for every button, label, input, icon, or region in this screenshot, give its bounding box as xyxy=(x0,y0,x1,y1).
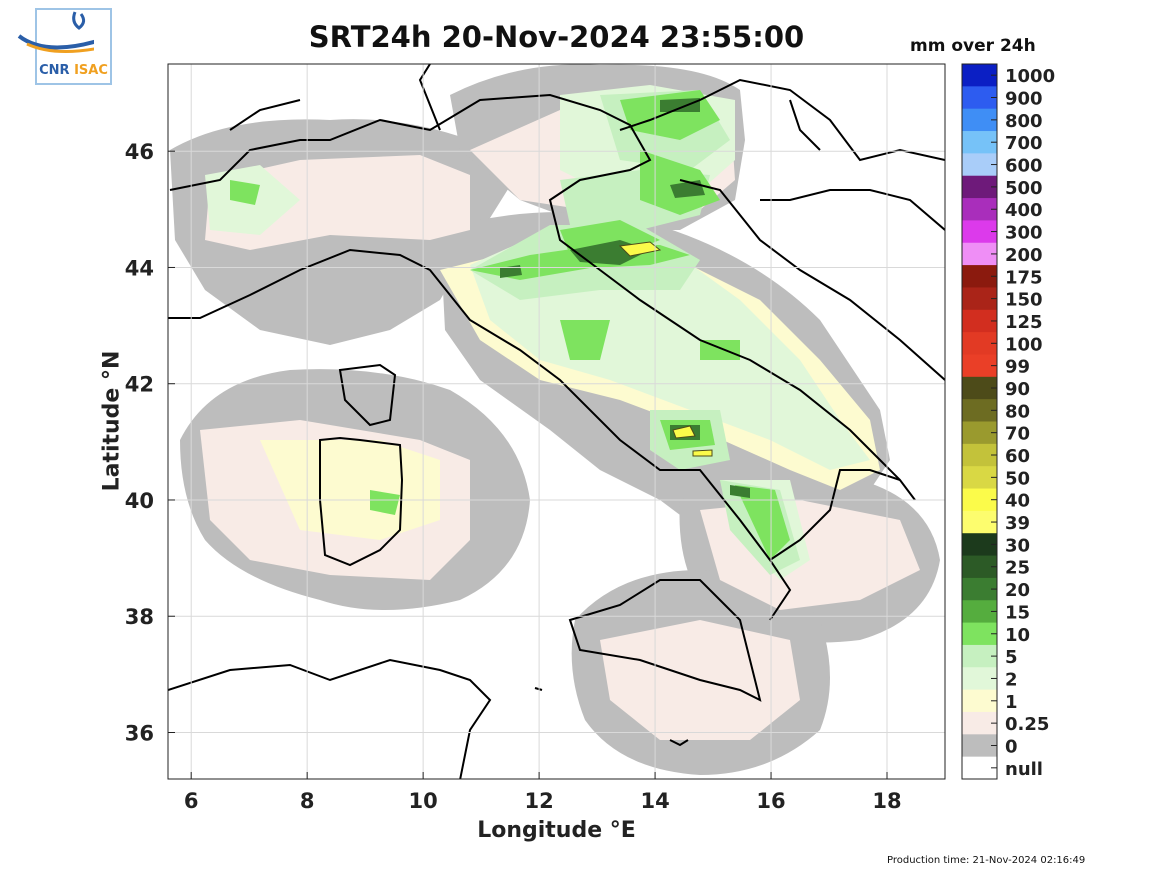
precip-40mm xyxy=(618,241,713,457)
colorbar-label: 50 xyxy=(1005,468,1030,489)
colorbar-label: 300 xyxy=(1005,223,1043,244)
colorbar-label: 70 xyxy=(1005,424,1030,445)
colorbar-swatch xyxy=(962,354,997,378)
colorbar-label: 10 xyxy=(1005,625,1030,646)
colorbar-label: 80 xyxy=(1005,401,1030,422)
colorbar-label: 150 xyxy=(1005,290,1043,311)
y-axis-ticks: 36 38 40 42 44 46 xyxy=(125,140,175,745)
map-title: SRT24h 20-Nov-2024 23:55:00 xyxy=(308,20,805,54)
colorbar-label: 99 xyxy=(1005,357,1030,378)
colorbar-swatch xyxy=(962,265,997,288)
colorbar-swatch xyxy=(962,376,997,400)
colorbar-swatch xyxy=(962,64,997,87)
colorbar-label: 1 xyxy=(1005,692,1018,713)
colorbar-swatch xyxy=(962,131,997,154)
colorbar-frame xyxy=(961,63,998,780)
colorbar-swatch xyxy=(962,644,997,668)
colorbar-label: 39 xyxy=(1005,513,1030,534)
colorbar-swatch xyxy=(962,667,997,691)
production-time: Production time: 21-Nov-2024 02:16:49 xyxy=(887,855,1086,866)
colorbar-swatch xyxy=(962,421,997,445)
colorbar-swatch xyxy=(962,86,997,110)
x-tick-label: 6 xyxy=(184,789,199,813)
colorbar-swatch xyxy=(962,510,997,534)
colorbar-swatch xyxy=(962,220,997,244)
colorbar-swatch xyxy=(962,622,997,646)
logo-text: CNR ISAC xyxy=(37,63,110,78)
colorbar-label: 200 xyxy=(1005,245,1043,266)
y-axis-label: Latitude °N xyxy=(99,350,125,492)
colorbar-swatch xyxy=(962,242,997,266)
colorbar-label: 25 xyxy=(1005,558,1030,579)
colorbar-swatch xyxy=(962,488,997,512)
colorbar-label: 2 xyxy=(1005,669,1018,690)
colorbar-swatch xyxy=(962,399,997,422)
colorbar-label: 125 xyxy=(1005,312,1043,333)
colorbar-label: 30 xyxy=(1005,535,1030,556)
x-tick-label: 12 xyxy=(524,789,553,813)
colorbar-swatch xyxy=(962,175,997,199)
logo-cnr: CNR xyxy=(39,63,70,78)
colorbar-label: 100 xyxy=(1005,334,1043,355)
colorbar-swatch xyxy=(962,577,997,601)
colorbar-label: 90 xyxy=(1005,379,1030,400)
colorbar-label: 600 xyxy=(1005,156,1043,177)
plot-frame xyxy=(167,63,946,780)
colorbar-label: 40 xyxy=(1005,491,1030,512)
y-tick-label: 44 xyxy=(125,256,154,280)
colorbar-title: mm over 24h xyxy=(910,36,1036,56)
logo-swoosh-icon xyxy=(17,11,94,53)
colorbar-swatch xyxy=(962,600,997,624)
colorbar-label: 0 xyxy=(1005,736,1018,757)
colorbar-label: 700 xyxy=(1005,133,1043,154)
colorbar-swatch xyxy=(962,287,997,311)
colorbar-label: 5 xyxy=(1005,647,1018,668)
x-axis-ticks: 6 8 10 12 14 16 18 xyxy=(184,772,902,813)
y-tick-label: 36 xyxy=(125,721,154,745)
colorbar-swatch xyxy=(962,153,997,177)
colorbar-swatch xyxy=(962,711,997,735)
colorbar-label: 500 xyxy=(1005,178,1043,199)
y-tick-label: 38 xyxy=(125,605,154,629)
colorbar-swatch xyxy=(962,108,997,132)
colorbar-label: 15 xyxy=(1005,602,1030,623)
x-tick-label: 8 xyxy=(300,789,315,813)
colorbar: 1000900800700600500400300200175150125100… xyxy=(961,63,1055,780)
colorbar-swatch xyxy=(962,332,997,355)
colorbar-swatch xyxy=(962,443,997,467)
logo-isac: ISAC xyxy=(74,63,108,78)
colorbar-swatch xyxy=(962,533,997,557)
x-axis-label: Longitude °E xyxy=(477,818,636,843)
colorbar-label: 1000 xyxy=(1005,66,1055,87)
colorbar-label: 800 xyxy=(1005,111,1043,132)
colorbar-swatch xyxy=(962,466,997,490)
grid-lines xyxy=(168,64,945,779)
colorbar-swatch xyxy=(962,309,997,333)
x-tick-label: 14 xyxy=(640,789,669,813)
colorbar-label: 20 xyxy=(1005,580,1030,601)
y-tick-label: 42 xyxy=(125,373,154,397)
colorbar-swatch xyxy=(962,555,997,579)
colorbar-label: null xyxy=(1005,759,1043,780)
colorbar-swatch xyxy=(962,689,997,713)
cnr-isac-logo: CNR ISAC xyxy=(17,8,112,85)
y-tick-label: 46 xyxy=(125,140,154,164)
colorbar-label: 175 xyxy=(1005,267,1043,288)
colorbar-label: 0.25 xyxy=(1005,714,1049,735)
colorbar-label: 900 xyxy=(1005,89,1043,110)
x-tick-label: 10 xyxy=(409,789,438,813)
x-tick-label: 16 xyxy=(756,789,785,813)
colorbar-label: 60 xyxy=(1005,446,1030,467)
colorbar-swatch xyxy=(962,734,997,758)
colorbar-swatch xyxy=(962,198,997,221)
x-tick-label: 18 xyxy=(872,789,901,813)
colorbar-swatch xyxy=(962,756,997,780)
colorbar-label: 400 xyxy=(1005,200,1043,221)
y-tick-label: 40 xyxy=(125,489,154,513)
